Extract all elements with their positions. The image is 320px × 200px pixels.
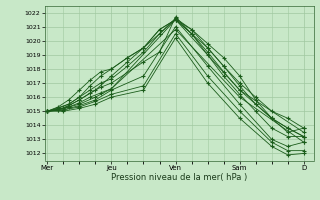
X-axis label: Pression niveau de la mer( hPa ): Pression niveau de la mer( hPa ) [111,173,248,182]
